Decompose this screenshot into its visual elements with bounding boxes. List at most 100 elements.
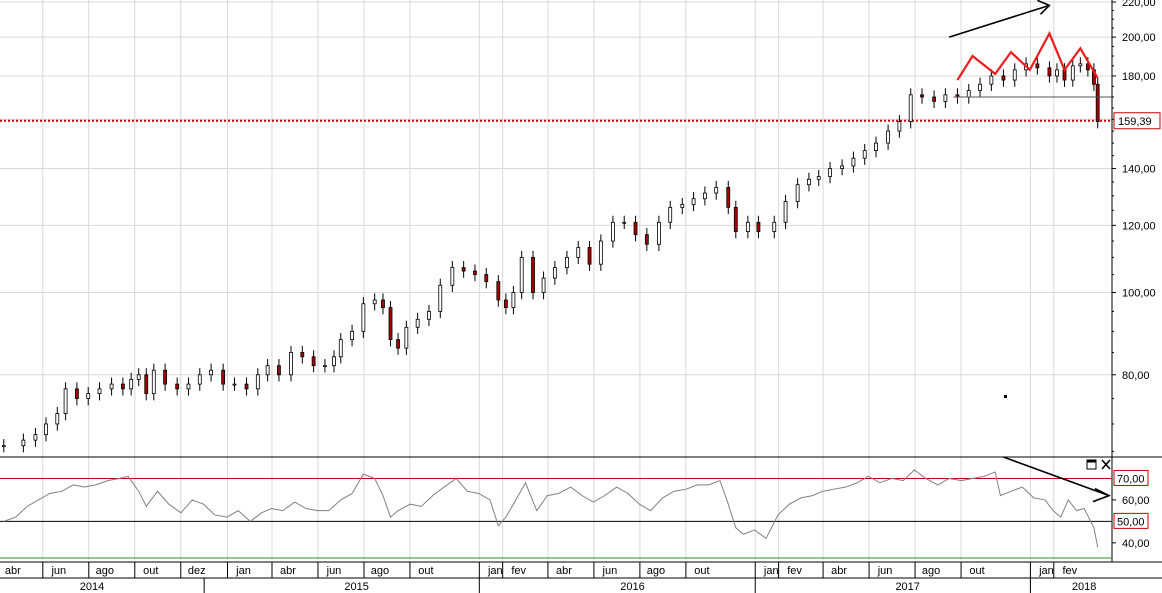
candle-down xyxy=(726,187,731,208)
candle-down xyxy=(1001,75,1006,81)
candle-up xyxy=(438,284,443,312)
candle-down xyxy=(932,96,936,102)
month-label: fev xyxy=(787,565,802,577)
candle-up xyxy=(714,187,719,194)
year-label: 2018 xyxy=(1072,581,1096,593)
rsi-level-label: 70,00 xyxy=(1117,473,1145,485)
month-label: abr xyxy=(556,565,572,577)
rsi-level-label: 50,00 xyxy=(1117,516,1145,528)
candle-up xyxy=(289,352,293,376)
candle-down xyxy=(503,299,508,308)
candle-up xyxy=(129,379,134,390)
candle-up xyxy=(415,318,420,328)
candle-up xyxy=(361,303,366,332)
month-label: abr xyxy=(5,565,21,577)
candle-down xyxy=(388,307,393,341)
candle-up xyxy=(1078,63,1083,67)
candle-down xyxy=(74,388,79,399)
candle-down xyxy=(644,234,649,245)
candle-up xyxy=(265,365,270,376)
rsi-line xyxy=(3,469,1099,548)
candle-up xyxy=(372,299,377,305)
candle-up xyxy=(1,445,6,448)
candle-up xyxy=(21,439,26,447)
trend-arrow-up xyxy=(948,4,1050,38)
month-label: ago xyxy=(371,565,389,577)
candle-down xyxy=(163,369,168,385)
candle-down xyxy=(733,206,738,232)
y-tick-label: 200,00 xyxy=(1122,32,1156,44)
candle-up xyxy=(332,356,336,367)
candle-up xyxy=(450,267,455,286)
candle-up xyxy=(943,94,948,102)
rsi-level-box xyxy=(1113,512,1149,529)
month-label: jan xyxy=(487,565,503,577)
candle-up xyxy=(186,383,191,390)
candle-down xyxy=(1095,83,1100,123)
month-label: jan xyxy=(1038,565,1054,577)
candle-up xyxy=(966,90,971,98)
maximize-icon[interactable] xyxy=(1086,459,1097,470)
rsi-tick-label: 40,00 xyxy=(1122,538,1150,550)
candle-down xyxy=(381,299,385,308)
y-tick-label: 140,00 xyxy=(1122,164,1156,176)
candle-down xyxy=(461,267,466,272)
arrow-head-down xyxy=(1092,487,1111,503)
candle-down xyxy=(144,374,149,395)
candle-up xyxy=(783,201,788,223)
support-line: 159,39 xyxy=(0,112,1161,130)
candle-up xyxy=(908,94,913,123)
candle-down xyxy=(277,365,281,376)
candle-up xyxy=(323,365,327,368)
candle-up xyxy=(851,157,856,167)
candle-down xyxy=(175,383,180,390)
candle-up xyxy=(668,206,673,223)
rsi-axis: 70,00 50,00 40,00 60,00 xyxy=(1112,469,1150,550)
candle-up xyxy=(680,204,685,208)
candle-up xyxy=(840,165,845,169)
candle-up xyxy=(427,311,431,320)
stray-dot xyxy=(1004,395,1007,398)
month-label: fev xyxy=(511,565,526,577)
candle-up xyxy=(109,383,114,390)
candle-up xyxy=(44,423,48,436)
candle-up xyxy=(197,374,202,385)
candle-up xyxy=(622,221,627,224)
candle-down xyxy=(396,339,400,349)
y-tick-label: 180,00 xyxy=(1122,71,1156,83)
y-tick-label: 220,00 xyxy=(1122,0,1156,9)
candle-up xyxy=(541,277,546,293)
month-label: dez xyxy=(188,565,206,577)
candle-up xyxy=(151,369,156,395)
y-tick-label: 100,00 xyxy=(1122,288,1156,300)
candle-down xyxy=(531,257,535,293)
month-label: jun xyxy=(602,565,618,577)
month-label: out xyxy=(143,565,158,577)
candlestick-series xyxy=(1,57,1100,453)
candle-up xyxy=(874,142,878,151)
candle-up xyxy=(657,221,661,245)
year-label: 2016 xyxy=(620,581,644,593)
candle-down xyxy=(496,281,501,301)
price-panel-grid xyxy=(0,0,1112,457)
candle-up xyxy=(404,326,409,349)
candle-up xyxy=(97,388,102,395)
rsi-series xyxy=(3,456,1111,548)
head-and-shoulders-outline xyxy=(956,30,1099,81)
candle-up xyxy=(338,339,343,358)
candle-down xyxy=(1035,63,1040,69)
candle-up xyxy=(565,257,569,269)
candle-up xyxy=(63,388,68,414)
close-icon[interactable] xyxy=(1101,459,1111,470)
candle-up xyxy=(828,168,832,177)
candle-down xyxy=(920,94,924,98)
y-tick-label: 80,00 xyxy=(1122,370,1150,382)
candle-up xyxy=(978,83,982,91)
month-label: jan xyxy=(235,565,251,577)
candle-up xyxy=(209,369,213,376)
month-label: jun xyxy=(50,565,66,577)
month-label: abr xyxy=(280,565,296,577)
candle-down xyxy=(221,369,226,385)
